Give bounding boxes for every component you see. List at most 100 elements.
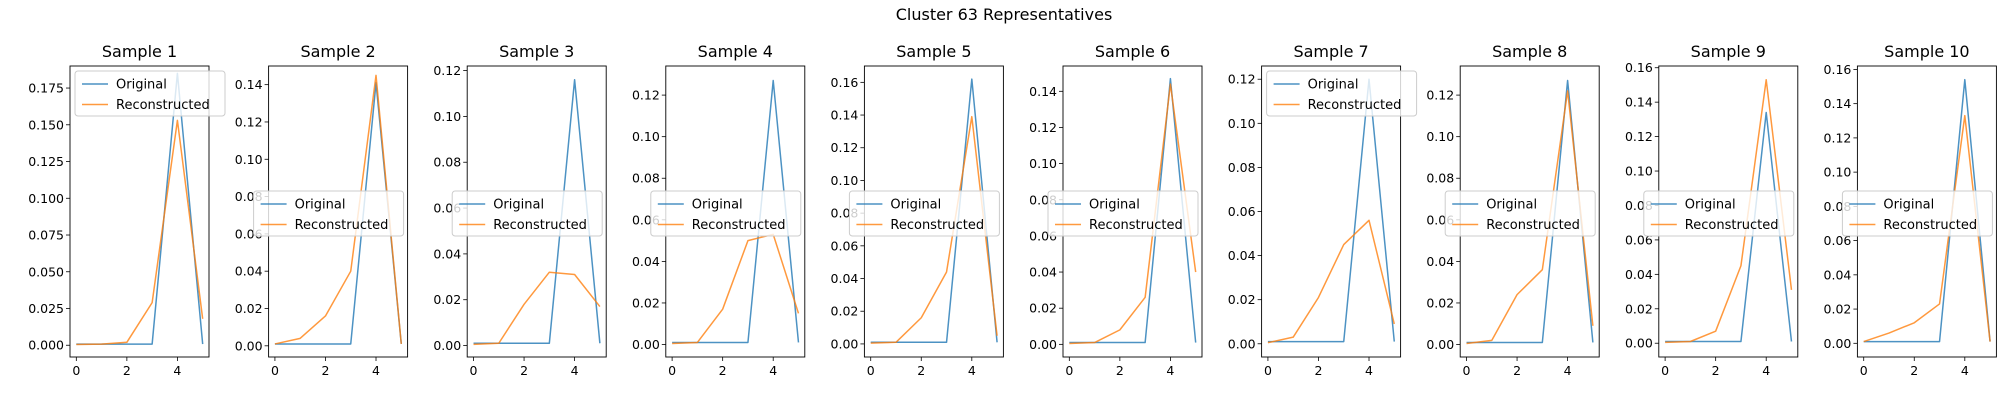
series-line-original [1267,78,1396,343]
legend: Original Reconstructed [1643,190,1795,237]
subplot-title: Sample 9 [1691,42,1766,61]
series-line-reconstructed [1267,219,1396,344]
y-tick-label: 0.14 [831,108,859,123]
series-line-reconstructed [870,115,998,344]
legend-label: Original [890,198,941,213]
y-tick-label: 0.06 [1228,204,1256,219]
series-line-reconstructed [1863,114,1991,343]
legend-label: Original [1486,198,1537,213]
y-tick-label: 0.02 [1625,301,1653,316]
y-tick-label: 0.12 [433,63,461,78]
legend-label: Original [295,198,346,213]
y-tick-label: 0.10 [1625,164,1653,179]
y-tick-label: 0.04 [1625,267,1653,282]
y-tick-label: 0.04 [632,254,660,269]
subplot-8: Sample 80.000.020.040.060.080.100.120 2 4O… [1426,42,1600,378]
legend-box [1047,190,1199,237]
subplot-4: Sample 40.000.020.040.060.080.100.120 2 4O… [632,42,806,378]
x-tick-label: 0 [1065,363,1073,378]
legend: Original Reconstructed [1047,190,1199,237]
subplot-title: Sample 5 [896,42,971,61]
x-tick-label: 4 [1365,363,1373,378]
subplot-1: Sample 1 0.000 0.025 0.050 0.075 0.100 0.125 0.… [28,42,226,378]
y-tick-label: 0.14 [1625,95,1653,110]
legend-label: Reconstructed [116,98,210,113]
y-tick-label: 0.12 [1228,72,1256,87]
x-tick-label: 4 [372,363,380,378]
y-tick-label: 0.00 [831,336,859,351]
subplot-6: Sample 60.000.020.040.060.080.100.120.14… [1029,42,1203,378]
x-tick-label: 4 [968,363,976,378]
y-tick-label: 0.00 [632,337,660,352]
x-tick-label: 4 [571,363,579,378]
x-tick-label: 0 [1661,363,1669,378]
subplot-title: Sample 10 [1884,42,1969,61]
y-tick-label: 0.14 [235,77,263,92]
y-tick-label: 0.10 [1029,156,1057,171]
legend-label: Original [116,78,167,93]
legend-label: Reconstructed [1089,218,1183,233]
subplot-9: Sample 90.000.020.040.060.080.100.120.14… [1625,42,1799,378]
y-tick-label: 0.12 [1625,129,1653,144]
x-tick-label: 4 [173,363,181,378]
y-tick-label: 0.04 [1824,267,1852,282]
series-line-reconstructed [274,74,403,345]
subplot-title: Sample 4 [698,42,773,61]
y-tick-label: 0.10 [831,173,859,188]
legend-box [451,190,603,237]
legend-label: Original [692,198,743,213]
series-line-reconstructed [1069,83,1197,345]
subplot-title: Sample 2 [300,42,375,61]
y-tick-label: 0.125 [28,154,64,169]
x-tick-label: 0 [470,363,478,378]
x-tick-label: 4 [769,363,777,378]
subplot-grid: Sample 10.0000.0250.0500.0750.1000.1250.… [28,42,1997,378]
y-tick-label: 0.00 [1625,336,1653,351]
y-tick-label: 0.150 [28,117,64,132]
y-tick-label: 0.04 [1426,254,1454,269]
y-tick-label: 0.10 [1824,165,1852,180]
legend-label: Original [1685,198,1736,213]
y-tick-label: 0.02 [1824,302,1852,317]
legend: Original Reconstructed [1444,190,1596,237]
legend-box [650,190,802,237]
y-tick-label: 0.04 [831,271,859,286]
legend-label: Original [1089,198,1140,213]
subplot-title: Sample 6 [1095,42,1170,61]
x-tick-label: 4 [1762,363,1770,378]
legend-box [253,190,405,237]
x-tick-label: 0 [1264,363,1272,378]
legend-box [1444,190,1596,237]
legend: Original Reconstructed [1841,190,1993,237]
x-tick-label: 0 [668,363,676,378]
y-tick-label: 0.10 [235,152,263,167]
legend-label: Reconstructed [1486,218,1580,233]
series-line-reconstructed [473,271,601,346]
x-tick-label: 2 [1314,363,1322,378]
y-tick-label: 0.12 [1824,130,1852,145]
x-tick-label: 2 [917,363,925,378]
y-tick-label: 0.14 [1029,84,1057,99]
subplot-10: Sample 100.000.020.040.060.080.100.120.1… [1824,42,1997,378]
y-tick-label: 0.12 [1426,88,1454,103]
series-line-reconstructed [672,233,800,345]
legend-label: Reconstructed [1685,218,1779,233]
x-tick-label: 2 [520,363,528,378]
y-tick-label: 0.12 [1029,120,1057,135]
x-tick-label: 0 [271,363,279,378]
y-tick-label: 0.02 [1426,295,1454,310]
y-tick-label: 0.050 [28,264,64,279]
legend-label: Reconstructed [692,218,786,233]
y-tick-label: 0.02 [1228,292,1256,307]
legend: Original Reconstructed [848,190,1000,237]
x-tick-label: 0 [72,363,80,378]
y-tick-label: 0.10 [433,109,461,124]
x-tick-label: 2 [1116,363,1124,378]
y-tick-label: 0.12 [235,114,263,129]
y-tick-label: 0.10 [1228,116,1256,131]
y-tick-label: 0.04 [1029,265,1057,280]
y-tick-label: 0.08 [1228,160,1256,175]
y-tick-label: 0.08 [1426,171,1454,186]
legend: Original Reconstructed [451,190,603,237]
y-tick-label: 0.02 [433,292,461,307]
